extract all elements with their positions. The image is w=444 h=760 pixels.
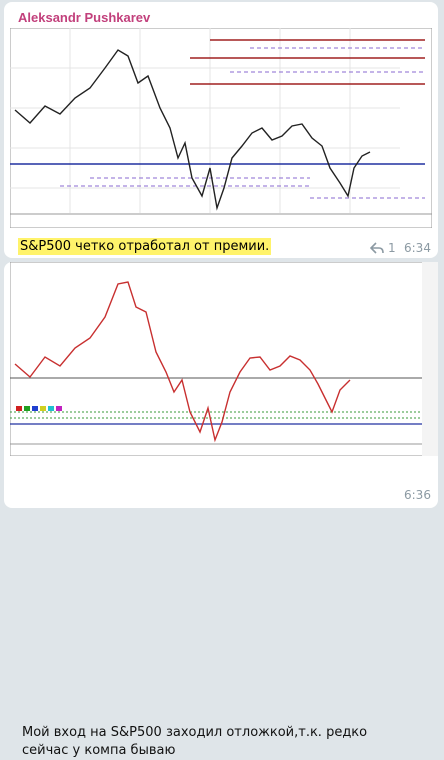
- message-bubble: Мой вход на S&P500 заходил отложкой,т.к.…: [4, 262, 438, 758]
- message-bubble: Aleksandr Pushkarev S&P500 четко отработ…: [4, 2, 438, 258]
- message-time: 6:34: [404, 241, 431, 255]
- chart-image[interactable]: [10, 28, 432, 228]
- author[interactable]: Aleksandr Pushkarev: [18, 10, 151, 25]
- reply-icon[interactable]: [370, 242, 384, 254]
- chart-image[interactable]: [10, 262, 438, 456]
- reply-count[interactable]: 1: [388, 241, 396, 255]
- chat: Aleksandr Pushkarev S&P500 четко отработ…: [4, 2, 438, 758]
- message-text: Мой вход на S&P500 заходил отложкой,т.к.…: [22, 725, 368, 758]
- message-time: 6:36: [404, 488, 431, 502]
- message-text: S&P500 четко отработал от премии.: [18, 238, 272, 255]
